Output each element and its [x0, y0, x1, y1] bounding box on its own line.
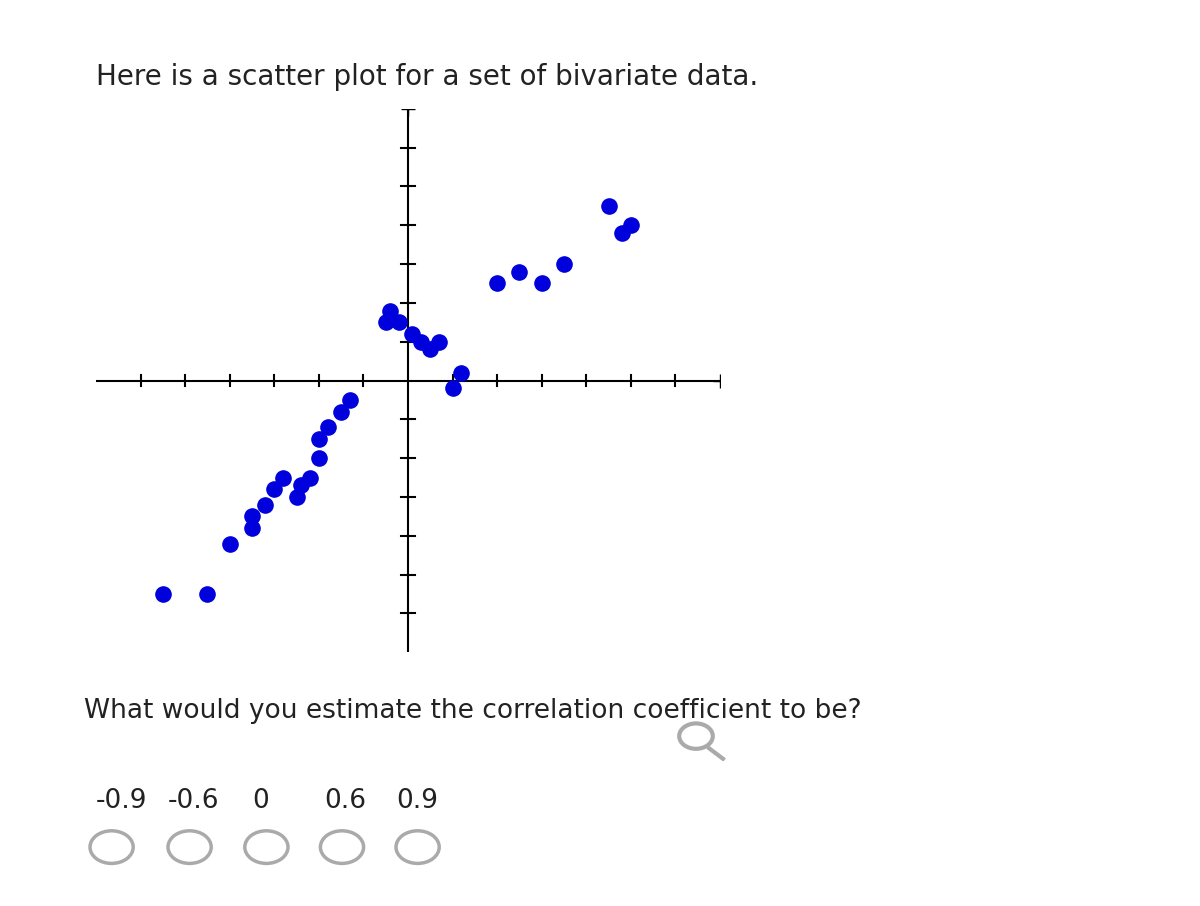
Point [510, 265, 529, 279]
Text: 0: 0 [252, 788, 269, 814]
Point [443, 381, 462, 396]
Point [390, 315, 409, 330]
Point [310, 431, 329, 446]
Point [242, 509, 262, 524]
Point [612, 226, 631, 240]
Point [310, 451, 329, 466]
Text: What would you estimate the correlation coefficient to be?: What would you estimate the correlation … [84, 698, 862, 724]
Text: -0.9: -0.9 [96, 788, 148, 814]
Point [599, 198, 618, 213]
Point [430, 334, 449, 349]
Point [452, 365, 472, 380]
Point [622, 218, 641, 233]
Point [341, 392, 360, 407]
Point [421, 342, 440, 357]
Point [242, 521, 262, 535]
Point [554, 256, 574, 271]
Point [198, 587, 217, 602]
Point [300, 470, 319, 485]
Point [380, 304, 400, 318]
Point [287, 490, 306, 505]
Text: 0.6: 0.6 [324, 788, 366, 814]
Point [220, 536, 239, 551]
Point [412, 334, 431, 349]
Text: -0.6: -0.6 [168, 788, 220, 814]
Point [274, 470, 293, 485]
Point [331, 404, 350, 419]
Point [403, 327, 422, 342]
Point [292, 478, 311, 493]
Point [154, 587, 173, 602]
Point [376, 315, 395, 330]
Point [487, 276, 506, 291]
Point [265, 482, 284, 496]
Text: 0.9: 0.9 [396, 788, 438, 814]
Point [256, 497, 275, 512]
Text: Here is a scatter plot for a set of bivariate data.: Here is a scatter plot for a set of biva… [96, 63, 758, 92]
Point [532, 276, 551, 291]
Point [318, 419, 337, 434]
